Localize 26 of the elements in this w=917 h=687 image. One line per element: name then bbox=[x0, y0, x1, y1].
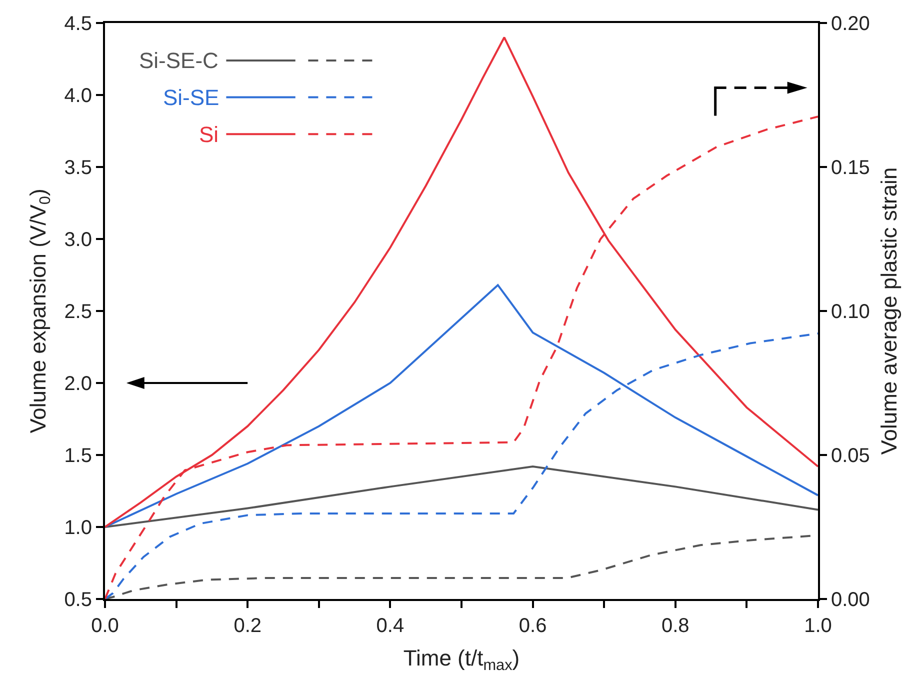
y2-tick-label: 0.20 bbox=[831, 13, 870, 35]
x-tick-label: 0.6 bbox=[518, 615, 547, 637]
x-tick-label: 0.4 bbox=[376, 615, 404, 637]
y-tick-label: 4.0 bbox=[64, 85, 92, 107]
x-tick-label: 1.0 bbox=[804, 615, 832, 637]
y2-tick-label: 0.00 bbox=[831, 589, 870, 611]
x-axis-title: Time (t/t$_{max}$) bbox=[403, 645, 520, 674]
y-tick-label: 1.0 bbox=[64, 517, 92, 539]
y-tick-label: 1.5 bbox=[64, 445, 92, 467]
line-series bbox=[105, 466, 818, 528]
y-tick-label: 2.5 bbox=[64, 301, 92, 323]
y2-tick-label: 0.15 bbox=[831, 157, 870, 179]
y-tick-label: 0.5 bbox=[64, 589, 92, 611]
y-tick-label: 2.0 bbox=[64, 373, 92, 395]
legend-label: Si-SE bbox=[163, 85, 220, 110]
y2-tick-label: 0.10 bbox=[831, 301, 870, 323]
y-tick-label: 3.5 bbox=[64, 157, 92, 179]
x-tick-label: 0.2 bbox=[234, 615, 262, 637]
y-tick-label: 4.5 bbox=[64, 13, 92, 35]
y-tick-label: 3.0 bbox=[64, 229, 92, 251]
x-tick-label: 0.0 bbox=[91, 615, 119, 637]
y2-axis-title: Volume average plastic strain bbox=[876, 167, 902, 455]
y2-tick-label: 0.05 bbox=[831, 445, 870, 467]
x-tick-label: 0.8 bbox=[661, 615, 690, 637]
legend-label: Si-SE-C bbox=[139, 48, 219, 73]
legend-label: Si bbox=[199, 122, 219, 147]
